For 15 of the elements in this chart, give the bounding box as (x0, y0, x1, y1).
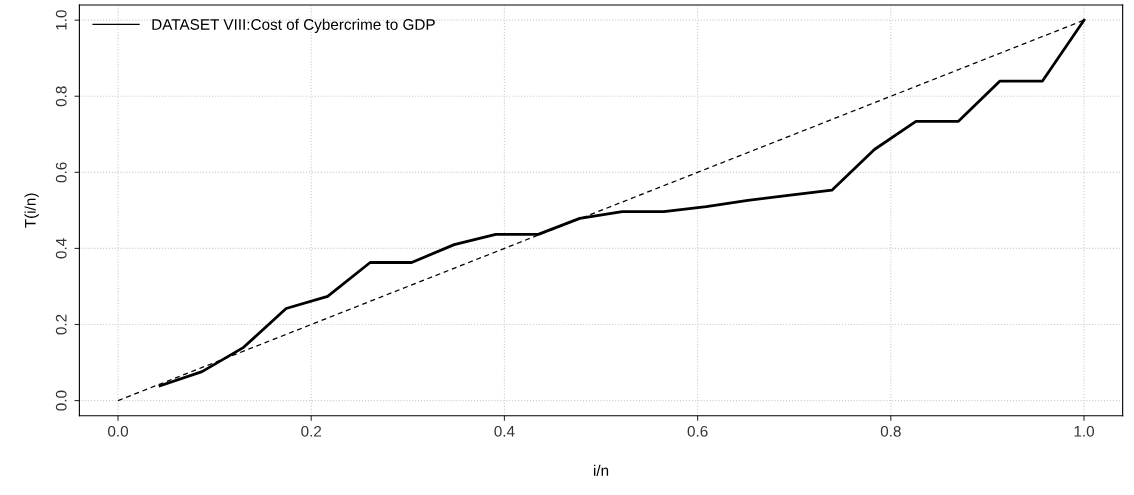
y-tick-label: 0.8 (55, 86, 67, 107)
y-tick-label: 0.2 (55, 314, 67, 335)
x-axis-title: i/n (593, 464, 609, 476)
y-tick-label: 0.4 (55, 238, 67, 259)
x-tick-label: 1.0 (1074, 425, 1095, 437)
x-tick-label: 0.2 (301, 425, 322, 437)
legend-label: DATASET VIII:Cost of Cybercrime to GDP (152, 18, 435, 33)
y-tick-label: 0.0 (55, 390, 67, 411)
x-tick-label: 0.8 (880, 425, 901, 437)
y-axis-title: T(i/n) (24, 193, 39, 228)
y-tick-label: 1.0 (55, 10, 67, 30)
x-tick-label: 0.6 (687, 425, 708, 437)
x-tick-label: 0.0 (108, 425, 129, 437)
x-tick-label: 0.4 (494, 425, 515, 437)
y-tick-label: 0.6 (55, 162, 67, 183)
